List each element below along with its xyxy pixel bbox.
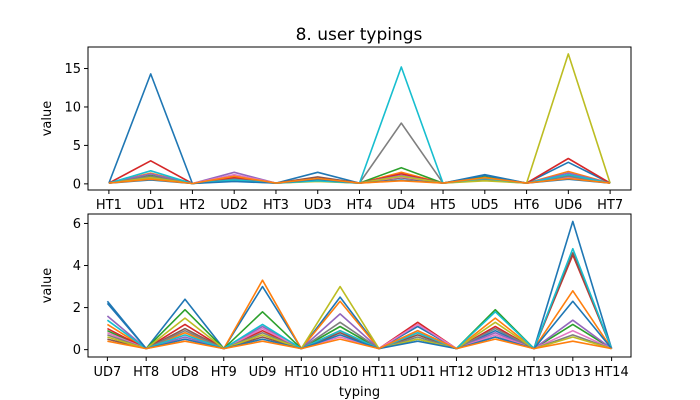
plot-frame [87, 213, 632, 358]
x-tick-label: HT8 [133, 365, 159, 380]
x-tick-label: UD8 [171, 365, 199, 380]
y-tick-label: 6 [73, 217, 81, 232]
y-tick-label: 15 [64, 62, 81, 77]
x-tick-label: HT3 [263, 198, 289, 213]
series-line-1-8 [108, 122, 611, 185]
series-line-1-10 [108, 66, 611, 185]
y-axis-label: value [40, 101, 55, 137]
x-axis-label: typing [339, 385, 380, 400]
x-tick-label: HT1 [96, 198, 122, 213]
x-tick-label: UD1 [137, 198, 165, 213]
x-tick-label: HT5 [430, 198, 456, 213]
x-tick-label: UD6 [554, 198, 582, 213]
x-tick-label: HT11 [362, 365, 396, 380]
y-tick-label: 10 [64, 100, 81, 115]
series-line-2-12 [107, 329, 612, 350]
x-tick-label: UD12 [477, 365, 513, 380]
plot-frame [87, 46, 632, 191]
x-tick-label: HT7 [597, 198, 623, 213]
x-tick-label: HT2 [179, 198, 205, 213]
y-tick-label: 0 [73, 343, 81, 358]
x-tick-label: HT6 [514, 198, 540, 213]
y-tick-label: 4 [73, 259, 81, 274]
series-line-1-9 [108, 53, 611, 185]
x-tick-label: UD11 [400, 365, 436, 380]
x-tick-label: HT10 [284, 365, 318, 380]
x-tick-label: UD10 [322, 365, 358, 380]
x-tick-label: HT9 [211, 365, 237, 380]
x-tick-label: UD7 [93, 365, 121, 380]
subplot-1: HT1 UD1 HT2 UD2 HT3 UD3 HT4 UD4 HT5 UD5 HT6 UD6 HT7 0… [40, 46, 632, 213]
series-line-1-1 [108, 73, 611, 185]
y-tick-label: 5 [73, 139, 81, 154]
x-tick-label: HT4 [347, 198, 373, 213]
series-line-2-8 [107, 321, 612, 350]
series-line-2-10 [106, 247, 613, 350]
y-axis-label: value [40, 268, 55, 304]
x-tick-label: UD5 [471, 198, 499, 213]
x-tick-label: HT13 [517, 365, 551, 380]
x-tick-label: HT12 [439, 365, 473, 380]
x-tick-label: UD13 [555, 365, 591, 380]
subplot-2: UD7 HT8 UD8 HT9 UD9 HT10 UD10 HT11 UD11 HT12 UD12 H… [40, 213, 632, 400]
series-line-1-12 [108, 175, 611, 185]
x-tick-label: HT14 [594, 365, 628, 380]
chart-title: 8. user typings [296, 25, 423, 45]
x-tick-label: UD9 [249, 365, 277, 380]
y-tick-label: 2 [73, 301, 81, 316]
x-tick-label: UD4 [387, 198, 415, 213]
series-line-2-9 [107, 285, 612, 350]
x-tick-label: UD2 [220, 198, 248, 213]
y-tick-label: 0 [73, 177, 81, 192]
x-tick-label: UD3 [304, 198, 332, 213]
